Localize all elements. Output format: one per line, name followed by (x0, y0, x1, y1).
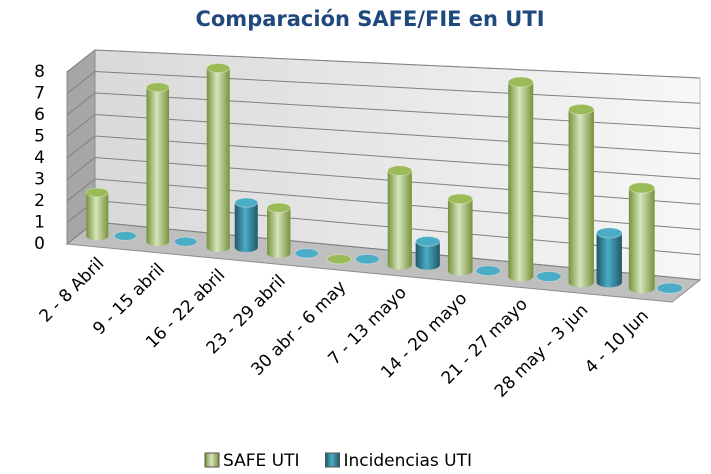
bar-bottom (447, 265, 473, 276)
bar-top (656, 282, 684, 294)
bar-bottom (387, 260, 412, 270)
bar-body (596, 232, 622, 283)
bar-bottom (86, 231, 109, 241)
y-tick-label: 1 (34, 213, 45, 233)
y-tick-label: 4 (34, 148, 45, 168)
bar-bottom (234, 242, 258, 253)
y-tick-label: 0 (34, 234, 45, 254)
x-tick-label: 4 - 10 Jun (581, 306, 653, 378)
bar-top (387, 165, 413, 176)
grid-line (66, 135, 701, 180)
bar-top (145, 82, 170, 93)
bar-top (206, 62, 231, 74)
bar-body (146, 87, 170, 242)
bar-top (326, 253, 352, 265)
bar (628, 182, 656, 294)
bar (234, 197, 259, 253)
bar-top (266, 202, 291, 213)
bar (596, 227, 623, 288)
legend-swatch (325, 452, 340, 468)
bar (535, 271, 562, 282)
legend-swatch (204, 452, 220, 468)
bar-top (354, 253, 380, 265)
bar-bottom (628, 282, 655, 294)
bar (266, 202, 291, 258)
bar-top (507, 76, 534, 88)
y-tick-label: 8 (34, 62, 45, 82)
bar (656, 282, 684, 294)
bar-top (294, 248, 319, 259)
bar (387, 165, 413, 270)
bar (173, 236, 198, 247)
grid-line (66, 49, 701, 79)
bar (475, 265, 502, 277)
bar-bottom (568, 277, 594, 288)
bar (326, 253, 352, 265)
bar-body (628, 187, 655, 289)
bar-body (86, 192, 109, 236)
bar-top (173, 236, 198, 247)
bar-bottom (596, 277, 622, 288)
bar-bottom (508, 271, 534, 282)
bar (206, 62, 231, 253)
chart-title: Comparación SAFE/FIE en UTI (195, 7, 544, 31)
bar-top (475, 265, 502, 277)
y-tick-label: 5 (34, 127, 45, 147)
grid-line (66, 178, 701, 230)
bar-bottom (415, 260, 440, 270)
bar (568, 103, 595, 288)
bar-bottom (267, 248, 291, 258)
legend-label: Incidencias UTI (344, 451, 472, 471)
bar-top (628, 182, 656, 194)
bar-top (568, 103, 595, 116)
bar-body (267, 207, 291, 254)
bar-top (234, 197, 259, 208)
bar-body (206, 68, 230, 248)
bar-top (535, 271, 562, 282)
y-tick-label: 2 (34, 191, 45, 211)
bar-bottom (206, 242, 230, 253)
bar-body (234, 202, 258, 248)
bar (415, 235, 441, 270)
bar-top (596, 227, 623, 239)
bar-body (508, 82, 534, 277)
bar-body (568, 109, 594, 283)
bar (85, 187, 109, 241)
bar-top (447, 193, 474, 205)
grid-line (66, 92, 701, 129)
bar-body (387, 170, 412, 265)
legend-label: SAFE UTI (223, 451, 300, 471)
bar-body (447, 198, 473, 271)
bar-top (415, 235, 441, 247)
bar (447, 193, 474, 276)
bar (507, 76, 534, 282)
bar (294, 248, 319, 259)
bar (145, 82, 170, 247)
bar-body (415, 241, 440, 265)
grid-line (66, 156, 701, 205)
bar-top (85, 187, 109, 198)
y-tick-label: 3 (34, 170, 45, 190)
grid-line (66, 70, 701, 104)
bar (113, 230, 137, 241)
bar-top (113, 230, 137, 241)
bar (354, 253, 380, 265)
y-tick-label: 7 (34, 84, 45, 104)
bar-bottom (146, 237, 170, 247)
grid-line (66, 113, 701, 155)
y-tick-label: 6 (34, 105, 45, 125)
